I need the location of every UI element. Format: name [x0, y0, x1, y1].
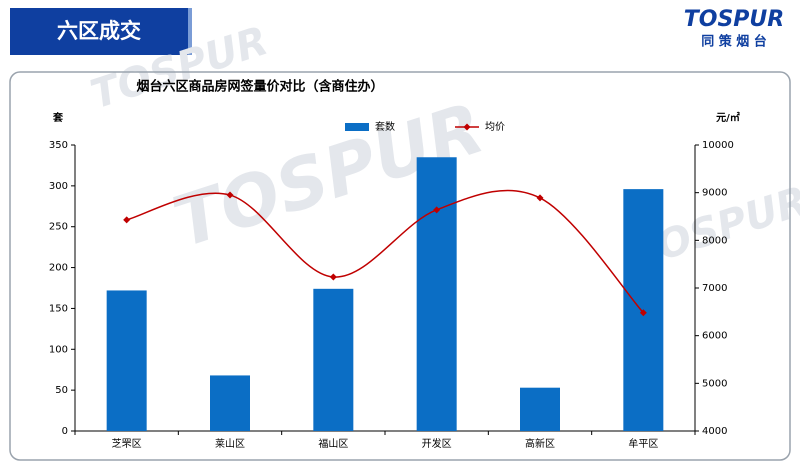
x-tick-label: 开发区 [422, 437, 452, 450]
line-marker [536, 194, 544, 202]
y2-axis-label: 元/㎡ [716, 111, 740, 124]
legend-label: 均价 [485, 121, 505, 133]
header-title: 六区成交 [57, 19, 141, 43]
y-tick-label: 350 [49, 140, 68, 151]
x-tick-label: 牟平区 [628, 437, 658, 450]
y-tick-label: 150 [49, 303, 68, 314]
y-tick-label: 0 [62, 426, 68, 437]
line-marker [639, 309, 647, 317]
chart-title: 烟台六区商品房网签量价对比（含商住办） [136, 79, 383, 95]
header-box [10, 8, 188, 55]
logo: TOSPUR [684, 7, 784, 32]
legend-marker [463, 123, 471, 131]
y2-tick-label: 7000 [702, 283, 727, 294]
y-tick-label: 300 [49, 181, 68, 192]
line-marker [123, 216, 131, 224]
chart-panel [9, 71, 791, 461]
y2-tick-label: 9000 [702, 188, 727, 199]
legend-label: 套数 [375, 120, 395, 133]
y-tick-label: 250 [49, 222, 68, 233]
bar [313, 288, 354, 431]
line [126, 189, 644, 314]
x-tick-label: 莱山区 [215, 438, 245, 450]
y-tick-label: 200 [49, 263, 68, 274]
bar [520, 387, 560, 431]
y-axis-label: 套 [52, 111, 64, 124]
y2-tick-label: 5000 [702, 378, 727, 389]
x-tick-label: 芝罘区 [112, 437, 142, 450]
logo-sub: 同 策 烟 台 [701, 34, 767, 50]
line-marker [433, 206, 441, 214]
y-tick-label: 100 [49, 344, 68, 355]
y-tick-label: 50 [55, 385, 68, 396]
x-tick-label: 福山区 [318, 437, 348, 450]
bar [106, 290, 147, 431]
y2-tick-label: 6000 [702, 331, 727, 342]
y2-tick-label: 10000 [702, 140, 734, 151]
bar [210, 375, 250, 431]
x-tick-label: 高新区 [525, 437, 555, 450]
plot: 0 50 100 150 200 250 300 350 4000 5000 6000 7000 800… [49, 120, 734, 450]
legend-swatch [345, 123, 369, 131]
header-accent [188, 8, 192, 55]
y2-tick-label: 4000 [702, 426, 727, 437]
line-marker [329, 273, 337, 281]
y2-tick-label: 8000 [702, 235, 727, 246]
line-marker [226, 191, 234, 199]
bar [416, 157, 457, 431]
